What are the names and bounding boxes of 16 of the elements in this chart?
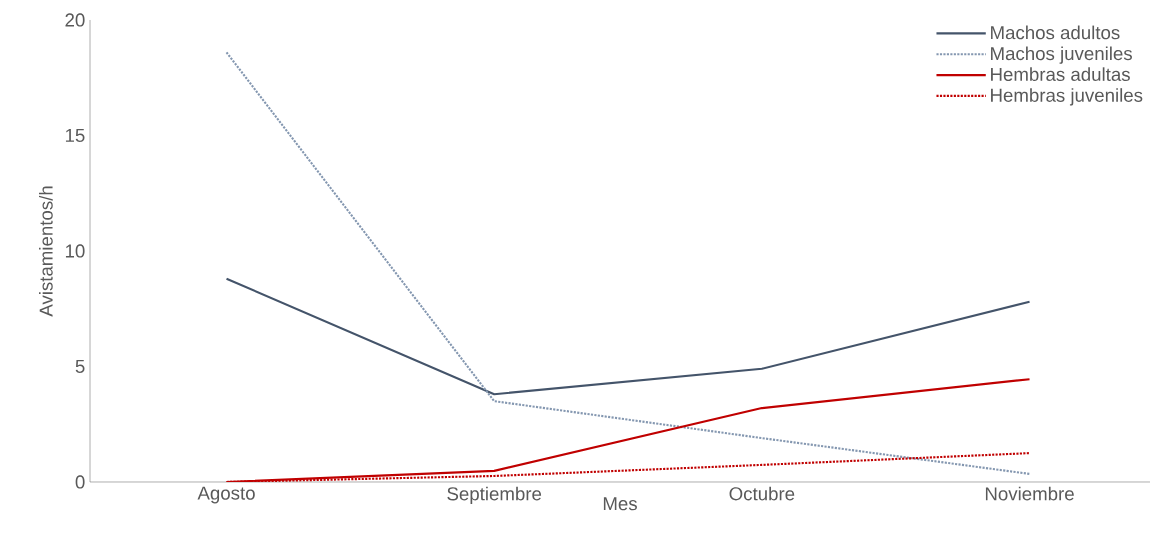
y-axis-title: Avistamientos/h [39,186,53,317]
line-series [225,277,1031,396]
x-tick-label: Septiembre [447,486,542,505]
y-tick-label: 0 [75,475,85,489]
y-tick-label: 15 [65,128,85,143]
legend-label: Machos juveniles [991,46,1132,64]
legend-label: Hembras adultas [991,67,1130,82]
x-tick-label: Agosto [197,486,255,504]
x-axis-title: Mes [603,497,637,511]
legend-label: Hembras juveniles [991,88,1143,106]
y-tick-label: 10 [65,244,85,258]
y-tick-label: 20 [65,13,85,27]
x-tick-label: Octubre [729,486,795,501]
y-tick-label: 5 [75,359,85,374]
legend-label: Machos adultos [991,25,1120,40]
x-tick-label: Noviembre [985,486,1074,501]
